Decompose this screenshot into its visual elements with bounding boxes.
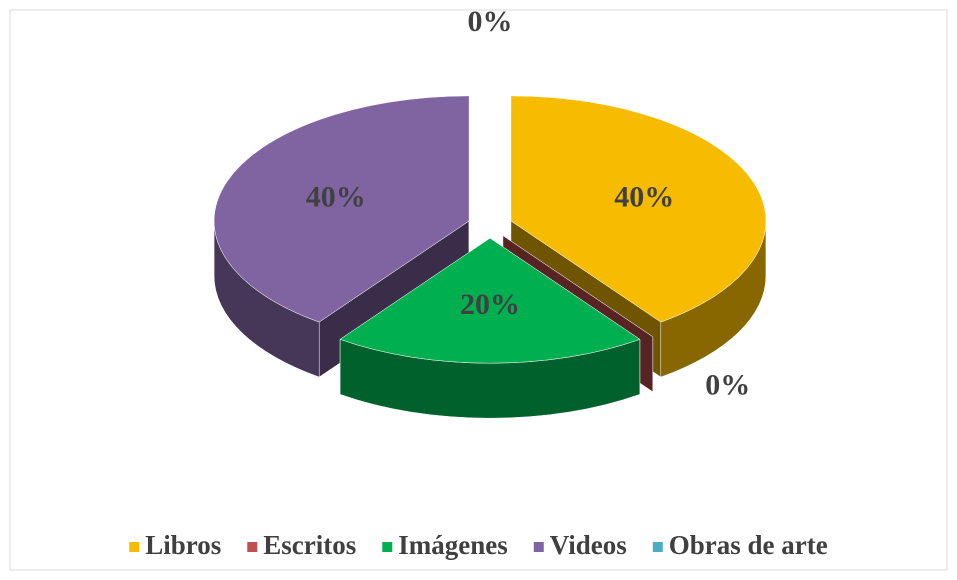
legend-swatch [533,542,544,552]
legend-swatch [247,542,258,552]
legend-swatch [652,542,663,552]
data-label: 0% [705,368,750,401]
data-label: 40% [306,181,366,214]
legend-label: Escritos [263,530,356,560]
data-label: 40% [614,181,674,214]
slice [339,237,641,364]
legend: Libros Escritos Imágenes Videos Obras de art… [129,530,828,560]
data-label: 20% [460,288,520,321]
slice [213,95,470,323]
legend-label: Videos [550,530,627,560]
legend-label: Imágenes [398,530,508,560]
legend-label: Obras de arte [669,530,828,560]
slice [510,95,767,323]
legend-swatch [382,542,393,552]
labels: 40% 0% 20% 40% 0% [306,5,751,401]
legend-label: Libros [145,530,221,560]
data-label: 0% [468,5,513,38]
pie [213,86,767,419]
legend-swatch [129,542,140,552]
